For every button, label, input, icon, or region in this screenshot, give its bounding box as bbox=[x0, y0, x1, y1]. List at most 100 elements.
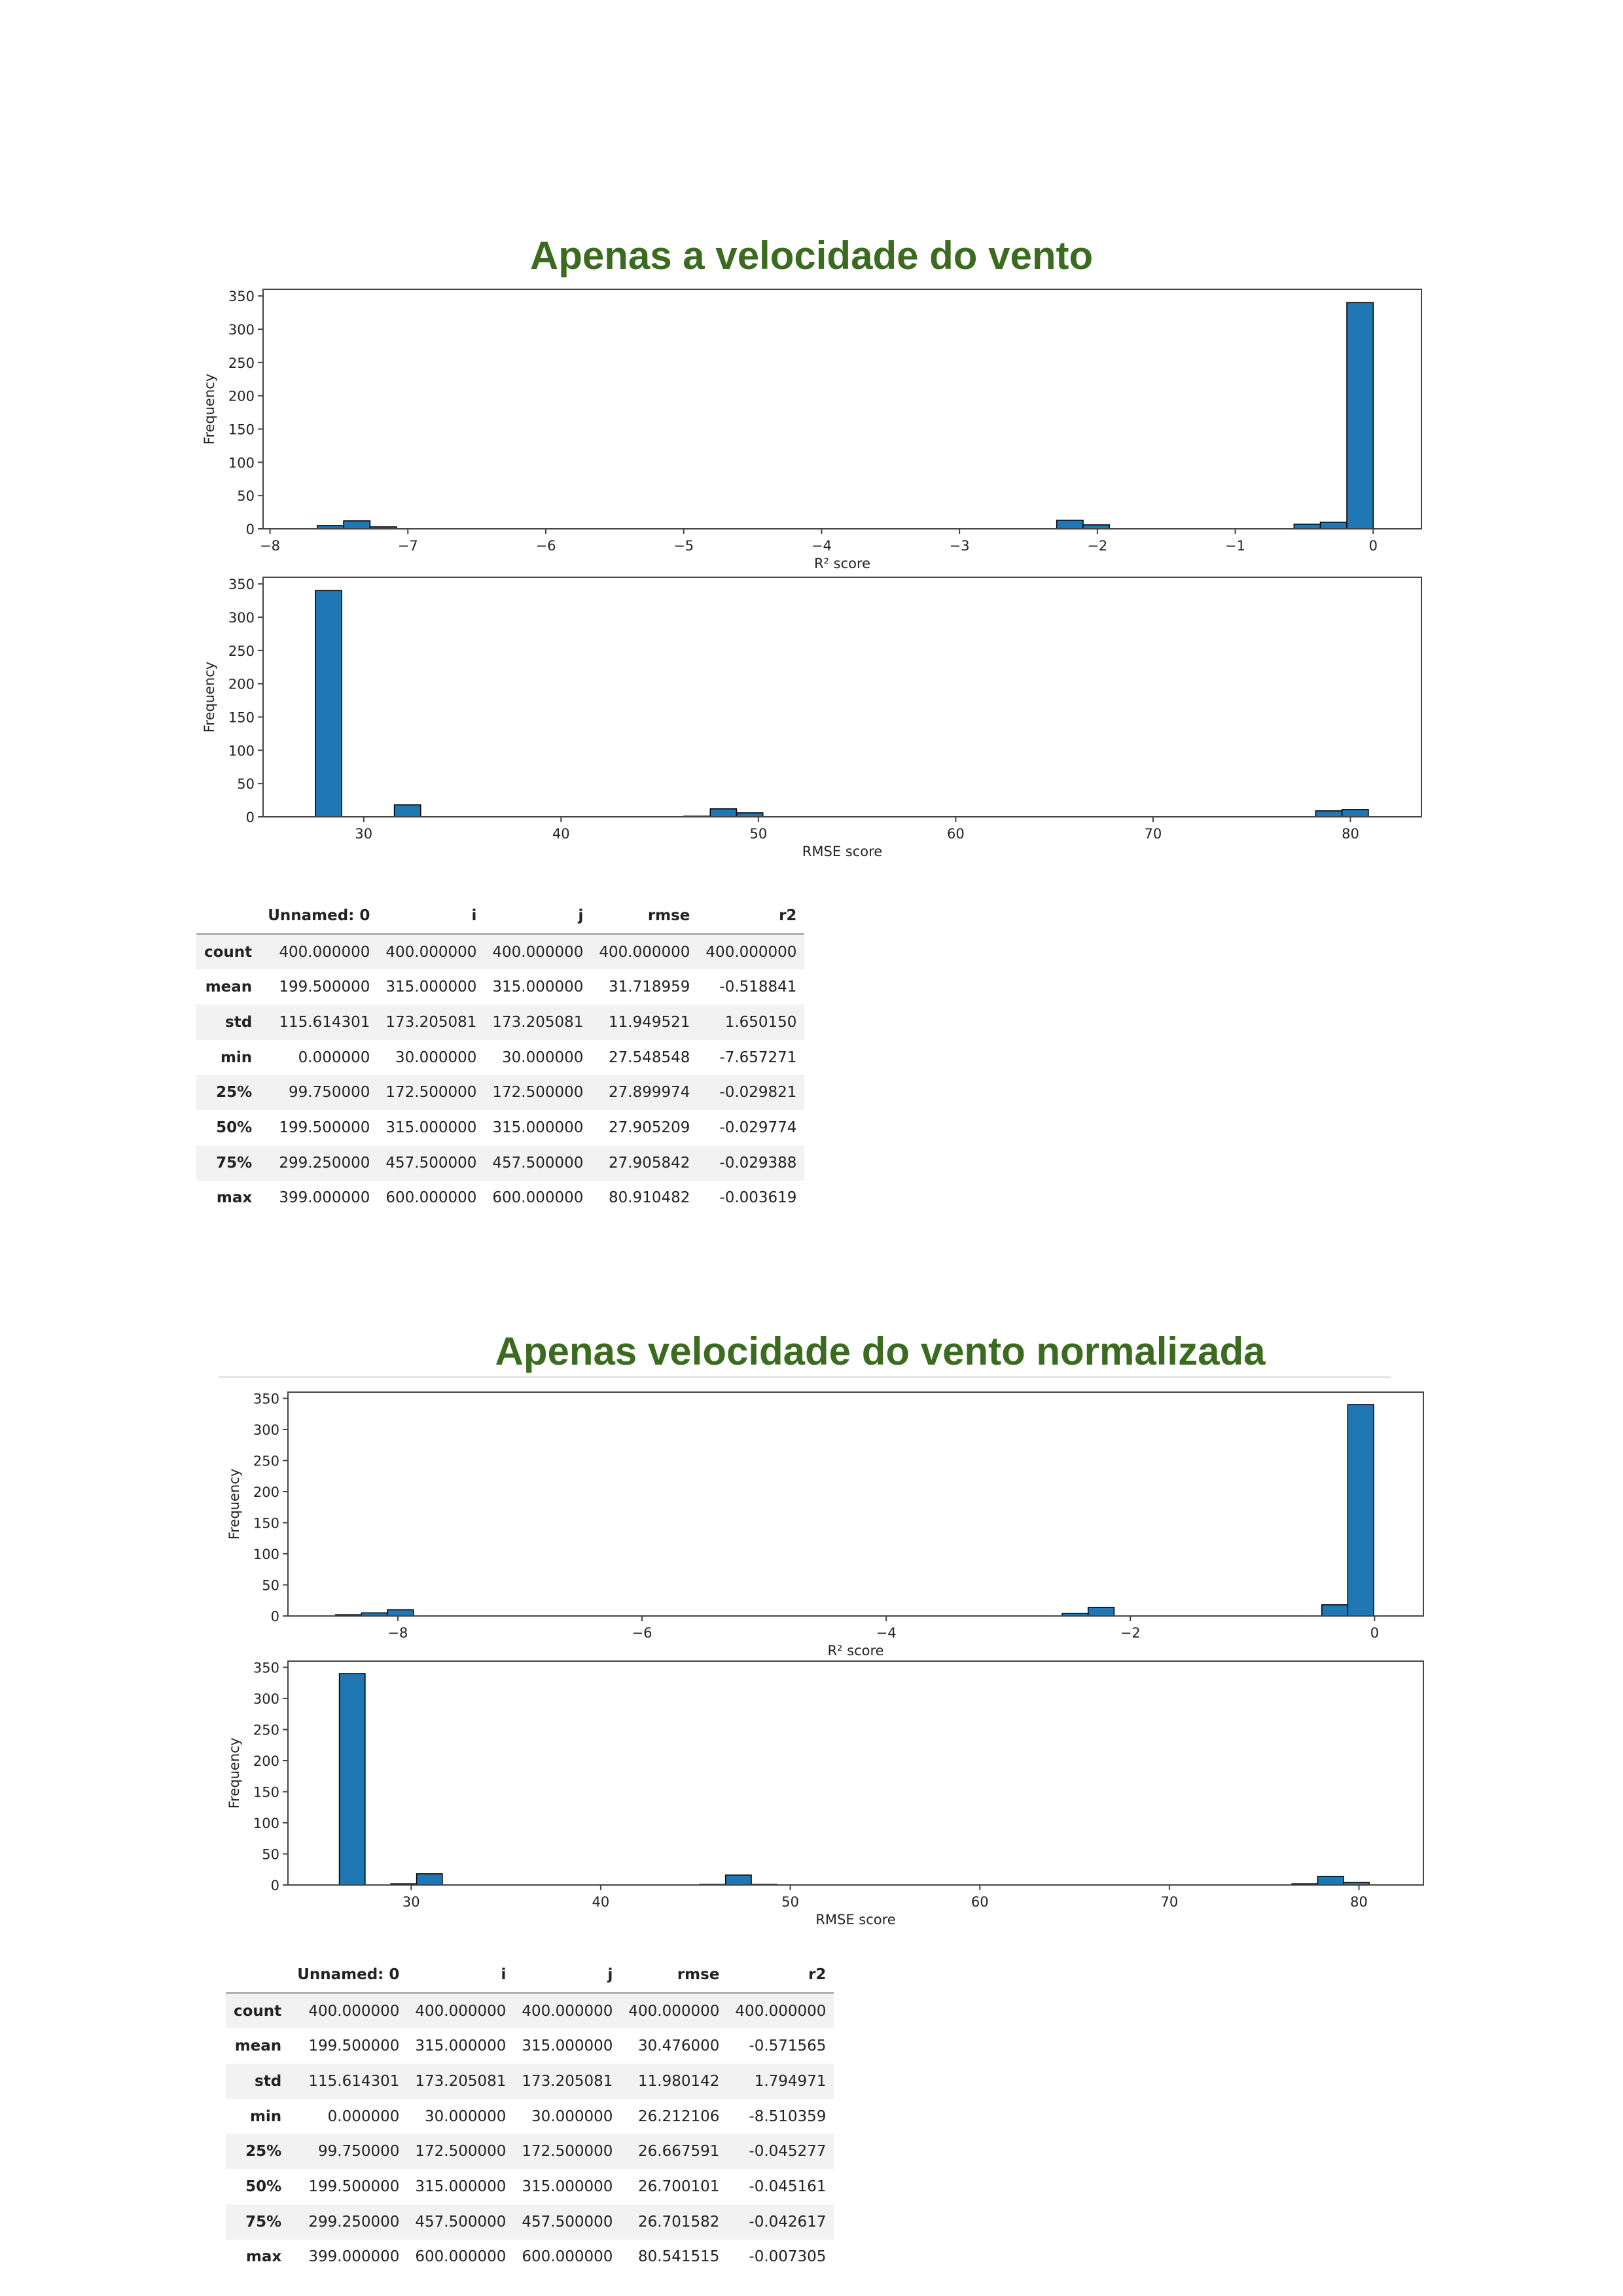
x-tick-label: −6 bbox=[535, 538, 556, 554]
x-tick-label: −3 bbox=[950, 538, 970, 554]
histogram-bar bbox=[1347, 1404, 1374, 1617]
row-label: min bbox=[249, 2108, 282, 2125]
histogram-bar bbox=[1087, 1606, 1115, 1617]
row-label: 50% bbox=[245, 2178, 282, 2195]
table-cell: 315.000000 bbox=[522, 2178, 613, 2195]
y-tick-label: 100 bbox=[253, 1816, 279, 1831]
y-tick-label: 350 bbox=[253, 1660, 279, 1676]
row-label: max bbox=[216, 1189, 253, 1207]
section-title: Apenas velocidade do vento normalizada bbox=[495, 1329, 1266, 1373]
y-tick-label: 50 bbox=[237, 776, 255, 792]
section-title: Apenas a velocidade do vento bbox=[529, 234, 1094, 278]
y-axis-label: Frequency bbox=[226, 1738, 242, 1809]
table-cell: 115.614301 bbox=[279, 1013, 370, 1031]
table-cell: -0.045277 bbox=[749, 2143, 827, 2161]
rmse-histogram: 0 50 100 150 200 250 300 350 30 40 50 60 70 80 RMSE sc… bbox=[226, 1660, 1424, 1928]
table-cell: 315.000000 bbox=[415, 2178, 507, 2195]
row-label: 25% bbox=[216, 1084, 253, 1102]
x-tick-label: −6 bbox=[632, 1625, 652, 1641]
y-tick-label: 50 bbox=[237, 488, 255, 504]
table-cell: 30.000000 bbox=[502, 1049, 584, 1066]
y-tick-label: 250 bbox=[253, 1723, 279, 1738]
row-label: mean bbox=[234, 2037, 282, 2055]
table-row: std 115.614301 173.205081 173.205081 11.9495… bbox=[196, 1005, 805, 1040]
table-cell: 1.794971 bbox=[754, 2072, 827, 2090]
plot-frame bbox=[262, 289, 1422, 529]
row-label: count bbox=[204, 943, 253, 961]
x-tick-label: −8 bbox=[387, 1625, 408, 1641]
column-header: r2 bbox=[698, 898, 805, 935]
x-tick-label: −4 bbox=[812, 538, 832, 554]
table-cell: 27.548548 bbox=[609, 1049, 690, 1066]
row-label: 50% bbox=[216, 1119, 253, 1136]
bars bbox=[335, 1404, 1374, 1617]
table-cell: 199.500000 bbox=[308, 2037, 400, 2055]
table-row: min 0.000000 30.000000 30.000000 27.548548 -7… bbox=[196, 1040, 804, 1075]
table-cell: -0.029774 bbox=[719, 1119, 797, 1136]
y-tick-label: 300 bbox=[253, 1691, 279, 1707]
table-cell: 99.750000 bbox=[288, 1084, 370, 1102]
table-cell: 173.205081 bbox=[385, 1013, 477, 1031]
table-cell: 400.000000 bbox=[279, 943, 370, 961]
table-cell: 27.905842 bbox=[609, 1154, 690, 1172]
table-cell: 600.000000 bbox=[385, 1189, 477, 1207]
table-cell: 600.000000 bbox=[415, 2248, 507, 2266]
column-header: r2 bbox=[727, 1957, 834, 1994]
x-tick-label: 30 bbox=[355, 826, 372, 842]
x-tick-label: −2 bbox=[1120, 1625, 1141, 1641]
table-row: max 399.000000 600.000000 600.000000 80.5415… bbox=[226, 2240, 834, 2275]
y-tick-label: 250 bbox=[253, 1454, 279, 1469]
table-cell: 400.000000 bbox=[705, 943, 797, 961]
y-tick-label: 200 bbox=[253, 1484, 279, 1500]
table-cell: 26.212106 bbox=[638, 2108, 720, 2125]
table-row: max 399.000000 600.000000 600.000000 80.9104… bbox=[196, 1181, 804, 1216]
x-tick-label: −5 bbox=[673, 538, 694, 554]
describe-table: Unnamed: 0 i j rmse r2 count 400.000000 400.000… bbox=[226, 1957, 834, 2274]
table-cell: -0.042617 bbox=[749, 2213, 827, 2231]
row-label: 75% bbox=[245, 2213, 282, 2231]
y-tick-label: 0 bbox=[246, 522, 255, 537]
table-cell: 80.910482 bbox=[609, 1189, 690, 1207]
table-cell: 600.000000 bbox=[492, 1189, 584, 1207]
table-cell: 199.500000 bbox=[308, 2178, 400, 2195]
histogram-bar bbox=[1321, 1604, 1349, 1617]
y-tick-label: 350 bbox=[253, 1391, 279, 1407]
table-cell: 26.667591 bbox=[638, 2143, 720, 2161]
y-tick-label: 0 bbox=[246, 810, 255, 825]
x-tick-label: −8 bbox=[260, 538, 280, 554]
column-header: i bbox=[407, 1957, 514, 1994]
table-cell: 315.000000 bbox=[522, 2037, 613, 2055]
histogram-bar bbox=[387, 1609, 414, 1617]
table-row: mean 199.500000 315.000000 315.000000 30.476… bbox=[226, 2028, 834, 2064]
table-cell: 299.250000 bbox=[308, 2213, 400, 2231]
table-cell: -7.657271 bbox=[719, 1049, 797, 1066]
column-header: j bbox=[514, 1957, 621, 1994]
x-tick-label: −2 bbox=[1087, 538, 1107, 554]
table-cell: -0.007305 bbox=[749, 2248, 827, 2266]
y-tick-label: 150 bbox=[228, 422, 255, 438]
column-header: Unnamed: 0 bbox=[289, 1957, 408, 1994]
table-cell: 457.500000 bbox=[385, 1154, 477, 1172]
table-cell: 30.000000 bbox=[425, 2108, 507, 2125]
table-row: min 0.000000 30.000000 30.000000 26.212106 -8… bbox=[226, 2099, 834, 2134]
y-tick-label: 300 bbox=[253, 1422, 279, 1438]
x-tick-label: 0 bbox=[1369, 538, 1378, 554]
y-tick-label: 50 bbox=[262, 1578, 279, 1594]
table-cell: 315.000000 bbox=[385, 1119, 477, 1136]
table-cell: 199.500000 bbox=[279, 1119, 370, 1136]
x-axis-label: R² score bbox=[814, 556, 870, 571]
table-cell: 315.000000 bbox=[415, 2037, 507, 2055]
table-cell: 172.500000 bbox=[522, 2143, 613, 2161]
rmse-histogram: 0 50 100 150 200 250 300 350 30 40 50 60 70 80 RMSE sc… bbox=[202, 577, 1422, 859]
bars bbox=[317, 302, 1374, 529]
table-cell: 315.000000 bbox=[492, 978, 584, 996]
x-axis-label: RMSE score bbox=[815, 1912, 895, 1928]
table-cell: 399.000000 bbox=[308, 2248, 400, 2266]
table-cell: 457.500000 bbox=[522, 2213, 613, 2231]
y-axis-label: Frequency bbox=[226, 1469, 242, 1540]
x-tick-label: 50 bbox=[749, 826, 767, 842]
table-cell: 99.750000 bbox=[317, 2143, 400, 2161]
y-tick-label: 0 bbox=[271, 1878, 279, 1893]
plot-frame bbox=[287, 1660, 1424, 1886]
table-corner bbox=[226, 1957, 290, 1994]
